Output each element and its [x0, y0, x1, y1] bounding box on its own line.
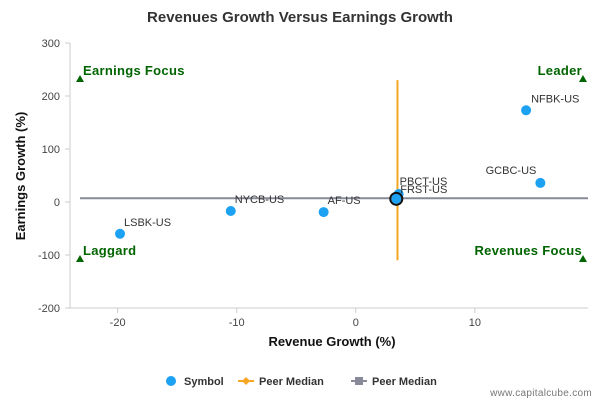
x-tick-label: -20 [110, 317, 126, 329]
y-axis-title: Earnings Growth (%) [13, 112, 28, 241]
chart-title: Revenues Growth Versus Earnings Growth [147, 9, 453, 26]
quadrant-label-revenues-focus: Revenues Focus [474, 243, 582, 258]
peer-median-lines [80, 80, 588, 261]
data-point [318, 207, 329, 218]
y-tick-label: -200 [38, 303, 60, 315]
y-tick-label: 300 [42, 38, 60, 50]
quadrant-label-leader: Leader [538, 63, 582, 78]
data-point [521, 105, 532, 116]
highlighted-point-ring [389, 191, 404, 206]
data-point-label: PBCT-US [400, 176, 448, 188]
data-point-label: NFBK-US [531, 93, 579, 105]
data-point-label: FRST-US [400, 184, 447, 196]
data-point [225, 206, 236, 217]
x-tick-label: 10 [469, 317, 481, 329]
x-axis-title: Revenue Growth (%) [268, 334, 395, 349]
x-tick-label: 0 [353, 317, 359, 329]
quadrant-label-laggard: Laggard [83, 243, 136, 258]
quadrant-labels: Earnings Focus Leader Laggard Revenues Focu… [76, 63, 587, 262]
legend-label: Symbol [184, 376, 224, 388]
y-axis-ticks: -200 -100 0 100 200 300 [38, 38, 70, 315]
watermark: www.capitalcube.com [489, 388, 592, 399]
data-point [115, 228, 126, 239]
y-tick-label: -100 [38, 250, 60, 262]
quadrant-marker-top-right [579, 75, 587, 82]
quadrant-marker-top-left [76, 75, 84, 82]
y-tick-label: 100 [42, 144, 60, 156]
data-point-label: LSBK-US [124, 217, 171, 229]
x-tick-label: -10 [229, 317, 245, 329]
quadrant-marker-bottom-left [76, 255, 84, 262]
quadrant-marker-bottom-right [579, 255, 587, 262]
data-point-label: AF-US [328, 195, 361, 207]
data-point-label: GCBC-US [486, 165, 537, 177]
data-point-label: NYCB-US [235, 194, 285, 206]
legend-symbol-marker [166, 376, 176, 386]
quadrant-label-earnings-focus: Earnings Focus [83, 63, 185, 78]
x-axis-ticks: -20 -10 0 10 [110, 308, 481, 329]
legend-label: Peer Median [259, 376, 324, 388]
plot-frame [69, 43, 588, 309]
data-point [535, 177, 546, 188]
legend-label: Peer Median [372, 376, 437, 388]
data-point [391, 193, 402, 204]
legend-peer-median-square [355, 377, 363, 385]
y-tick-label: 200 [42, 91, 60, 103]
y-tick-label: 0 [54, 197, 60, 209]
legend: Symbol Peer Median Peer Median [166, 376, 437, 388]
legend-peer-median-diamond [242, 377, 250, 385]
